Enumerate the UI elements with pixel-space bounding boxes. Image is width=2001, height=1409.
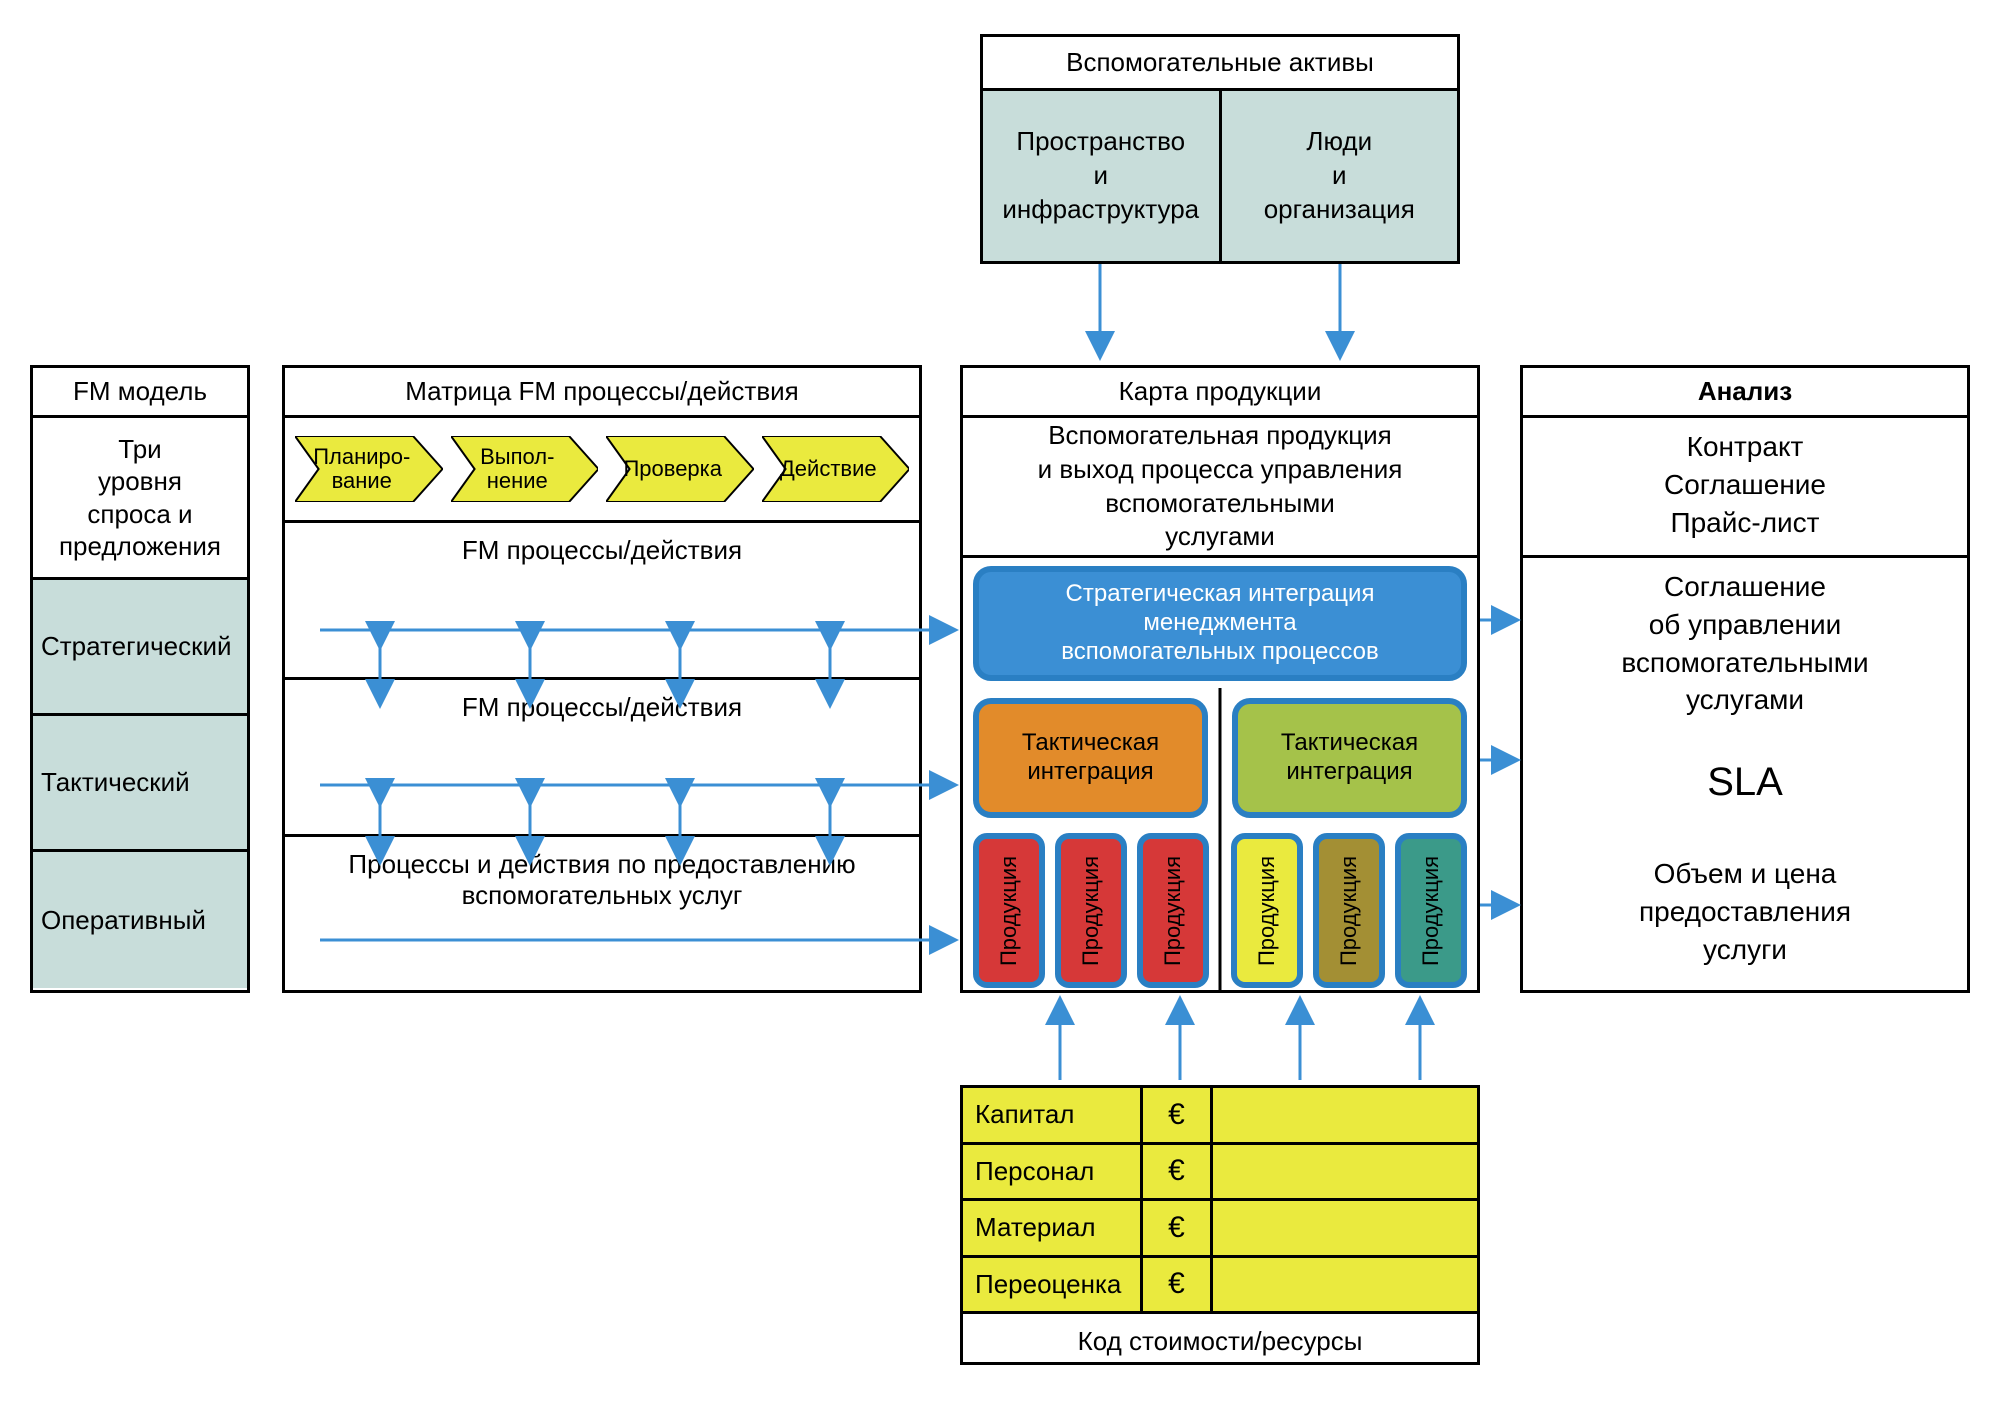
fm-model-column: FM модель Три уровня спроса и предложени…	[30, 365, 250, 993]
cost-unit-capital: €	[1143, 1088, 1213, 1142]
product-right-3: Продукция	[1395, 833, 1467, 988]
product-map-body: Стратегическая интеграция менеджмента вс…	[963, 558, 1477, 990]
cost-label-material: Материал	[963, 1201, 1143, 1255]
matrix-row-operational-label: Процессы и действия по предоставлению вс…	[285, 837, 919, 993]
cost-row-material: Материал €	[963, 1201, 1477, 1258]
fm-model-level-strategic: Стратегический	[33, 580, 247, 716]
analysis-sla: SLA	[1539, 755, 1951, 809]
cost-row-capital: Капитал €	[963, 1088, 1477, 1145]
assets-left-cell: Пространство и инфраструктура	[983, 91, 1222, 261]
analysis-title: Анализ	[1523, 368, 1967, 418]
product-left-3: Продукция	[1137, 833, 1209, 988]
matrix-row-tactical: FM процессы/действия	[285, 680, 919, 837]
cost-row-personnel: Персонал €	[963, 1145, 1477, 1202]
matrix-box: Матрица FM процессы/действия Планиро- ва…	[282, 365, 922, 993]
chevron-execution: Выпол- нение	[451, 436, 599, 502]
assets-box: Вспомогательные активы Пространство и ин…	[980, 34, 1460, 264]
fm-model-level-operational: Оперативный	[33, 852, 247, 988]
matrix-row-strategic: FM процессы/действия	[285, 523, 919, 680]
analysis-box: Анализ Контракт Соглашение Прайс-лист Со…	[1520, 365, 1970, 993]
product-map-divider	[1219, 688, 1222, 990]
assets-right-cell: Люди и организация	[1222, 91, 1458, 261]
chevron-planning: Планиро- вание	[295, 436, 443, 502]
matrix-row-tactical-label: FM процессы/действия	[285, 680, 919, 834]
assets-title: Вспомогательные активы	[983, 37, 1457, 91]
product-map-subtitle: Вспомогательная продукция и выход процес…	[963, 418, 1477, 558]
matrix-chevron-row: Планиро- вание Выпол- нение Проверка Дей…	[285, 418, 919, 523]
analysis-agreement-text: Соглашение об управлении вспомогательным…	[1539, 568, 1951, 719]
chevron-check: Проверка	[606, 436, 754, 502]
cost-unit-revaluation: €	[1143, 1258, 1213, 1312]
analysis-block-2: Соглашение об управлении вспомогательным…	[1523, 558, 1967, 990]
tactical-integration-left: Тактическая интеграция	[973, 698, 1208, 818]
cost-box: Капитал € Персонал € Материал € Переоцен…	[960, 1085, 1480, 1365]
cost-label-revaluation: Переоценка	[963, 1258, 1143, 1312]
product-right-2: Продукция	[1313, 833, 1385, 988]
diagram-canvas: Вспомогательные активы Пространство и ин…	[0, 0, 2001, 1409]
tactical-integration-right: Тактическая интеграция	[1232, 698, 1467, 818]
matrix-title: Матрица FM процессы/действия	[285, 368, 919, 418]
product-map-title: Карта продукции	[963, 368, 1477, 418]
product-left-1: Продукция	[973, 833, 1045, 988]
matrix-row-strategic-label: FM процессы/действия	[285, 523, 919, 677]
cost-row-revaluation: Переоценка €	[963, 1258, 1477, 1315]
product-right-1: Продукция	[1231, 833, 1303, 988]
cost-unit-material: €	[1143, 1201, 1213, 1255]
product-map-box: Карта продукции Вспомогательная продукци…	[960, 365, 1480, 993]
cost-label-capital: Капитал	[963, 1088, 1143, 1142]
analysis-block-1: Контракт Соглашение Прайс-лист	[1523, 418, 1967, 558]
fm-model-title: FM модель	[33, 368, 247, 418]
cost-unit-personnel: €	[1143, 1145, 1213, 1199]
product-left-2: Продукция	[1055, 833, 1127, 988]
strategic-integration-card: Стратегическая интеграция менеджмента вс…	[973, 566, 1467, 681]
cost-footer: Код стоимости/ресурсы	[963, 1314, 1477, 1368]
cost-label-personnel: Персонал	[963, 1145, 1143, 1199]
chevron-act: Действие	[762, 436, 910, 502]
matrix-row-operational: Процессы и действия по предоставлению вс…	[285, 837, 919, 993]
fm-model-level-tactical: Тактический	[33, 716, 247, 852]
analysis-volume-price: Объем и цена предоставления услуги	[1539, 855, 1951, 968]
fm-model-subtitle: Три уровня спроса и предложения	[33, 418, 247, 580]
